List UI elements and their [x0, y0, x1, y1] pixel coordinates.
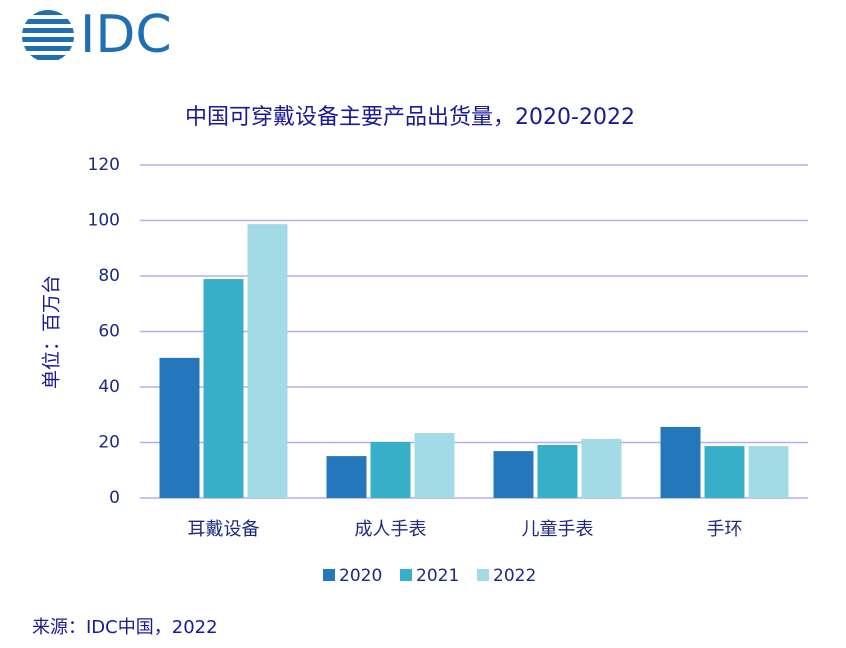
bar	[748, 446, 789, 498]
bar	[203, 279, 244, 498]
legend-label: 2021	[416, 566, 459, 586]
bar	[247, 224, 288, 499]
legend-swatch	[400, 569, 412, 581]
y-axis-label: 单位：百万台	[41, 275, 63, 389]
bar	[660, 426, 701, 498]
logo-mark	[22, 10, 74, 60]
bar	[581, 438, 622, 498]
source-note: 来源：IDC中国，2022	[32, 617, 218, 638]
legend-swatch	[323, 569, 335, 581]
logo-text: IDC	[80, 5, 172, 65]
bar	[370, 441, 411, 498]
x-tick-label: 成人手表	[355, 519, 427, 540]
y-tick-label: 60	[98, 322, 120, 342]
x-tick-label: 耳戴设备	[188, 519, 260, 540]
y-tick-label: 40	[98, 377, 120, 397]
bar	[414, 433, 455, 498]
y-tick-label: 0	[109, 488, 120, 508]
bar	[537, 444, 578, 498]
x-tick-label: 手环	[707, 519, 743, 540]
y-tick-label: 80	[98, 266, 120, 286]
y-tick-label: 100	[88, 211, 120, 231]
chart-title: 中国可穿戴设备主要产品出货量，2020-2022	[185, 105, 635, 130]
legend-swatch	[477, 569, 489, 581]
y-tick-label: 20	[98, 433, 120, 453]
bar	[493, 451, 534, 498]
legend-label: 2020	[339, 566, 382, 586]
bar	[159, 357, 200, 498]
x-tick-label: 儿童手表	[522, 519, 594, 540]
bar	[326, 456, 367, 498]
y-tick-label: 120	[88, 155, 120, 175]
legend-label: 2022	[493, 566, 536, 586]
bar	[704, 446, 745, 498]
